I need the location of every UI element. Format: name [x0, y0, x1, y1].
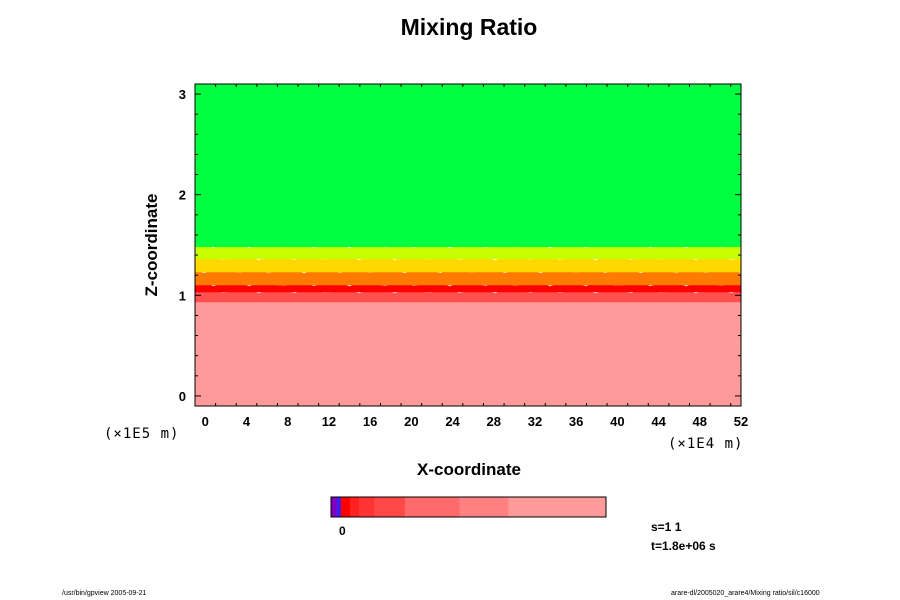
colorbar [330, 496, 607, 518]
x-tick-label: 0 [202, 414, 209, 429]
x-axis-label: X-coordinate [417, 460, 521, 479]
y-tick-label: 3 [179, 87, 186, 102]
x-tick-label: 20 [404, 414, 418, 429]
x-tick-label: 4 [243, 414, 251, 429]
x-tick-label: 16 [363, 414, 377, 429]
colorbar-segment [337, 497, 342, 517]
y-axis-label: Z-coordinate [142, 193, 161, 297]
x-scale-note: (×1E4 m) [668, 436, 744, 452]
x-tick-label: 48 [693, 414, 707, 429]
time-annotation: t=1.8e+06 s [651, 539, 716, 553]
x-tick-label: 8 [284, 414, 291, 429]
colorbar-segment [340, 497, 351, 517]
colorbar-segment [404, 497, 460, 517]
colorbar-frame [330, 496, 607, 518]
x-tick-label: 24 [445, 414, 460, 429]
x-tick-label: 44 [651, 414, 666, 429]
y-tick-label: 0 [179, 389, 186, 404]
x-tick-label: 52 [734, 414, 748, 429]
colorbar-segment [459, 497, 509, 517]
plot-frame [194, 83, 742, 407]
heatmap-region [195, 300, 741, 406]
y-tick-label: 1 [179, 288, 186, 303]
x-tick-labels: 0 4 8 12 16 20 24 28 32 36 40 44 48 52 [202, 414, 749, 429]
y-tick-labels: 0 1 2 3 [179, 87, 186, 404]
colorbar-segment [359, 497, 375, 517]
heatmap-regions [195, 84, 741, 406]
colorbar-segment [349, 497, 360, 517]
colorbar-segment [331, 497, 338, 517]
step-annotation: s=1 1 [651, 520, 682, 534]
colorbar-zero-label: 0 [339, 524, 346, 538]
footer-left: /usr/bin/gpview 2005-09-21 [62, 590, 147, 597]
colorbar-segment [508, 497, 607, 517]
x-tick-label: 36 [569, 414, 583, 429]
footer-right: arare-dl/2005020_arare4/Mixing ratio/sil… [671, 590, 820, 597]
y-tick-label: 2 [179, 188, 186, 203]
x-tick-label: 40 [610, 414, 624, 429]
axis-ticks [194, 84, 741, 406]
x-tick-label: 32 [528, 414, 542, 429]
chart-title: Mixing Ratio [400, 14, 538, 40]
colorbar-segment [374, 497, 406, 517]
y-scale-note: (×1E5 m) [104, 426, 180, 442]
heatmap-region [195, 84, 741, 247]
x-tick-label: 12 [322, 414, 336, 429]
x-tick-label: 28 [487, 414, 501, 429]
